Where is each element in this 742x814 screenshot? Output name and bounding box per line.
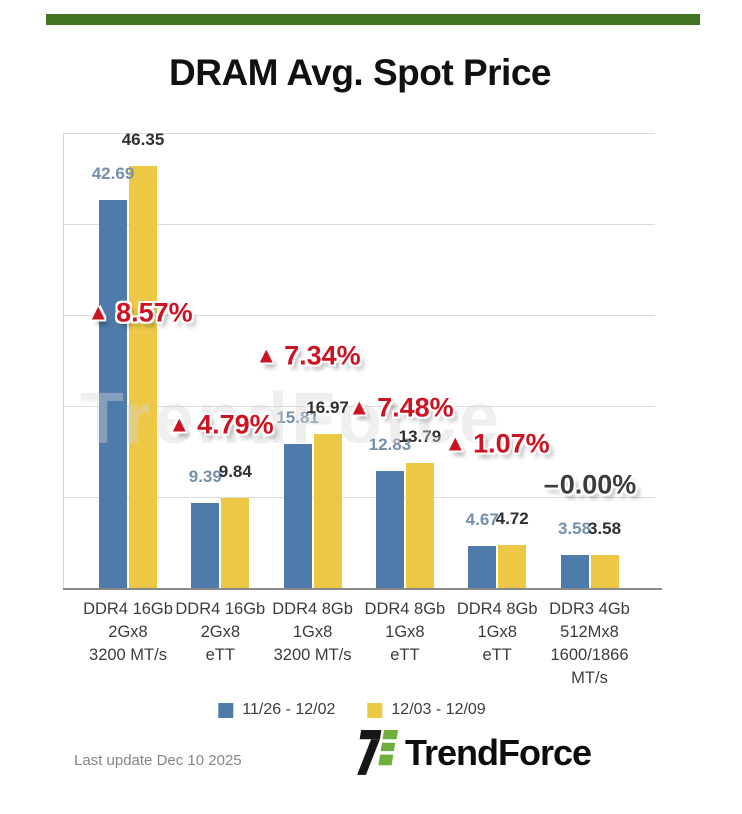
bar-value-label: 4.72	[495, 509, 529, 529]
x-axis-label: DDR4 8Gb 1Gx8 eTT	[441, 598, 553, 667]
bar-s2-g2	[221, 498, 250, 588]
x-axis-label-line: 1Gx8	[477, 623, 517, 641]
up-triangle-icon: ▲	[348, 394, 371, 420]
x-axis-label-line: 1Gx8	[292, 623, 333, 641]
up-triangle-icon: ▲	[87, 299, 110, 325]
x-axis-label-line: DDR4 8Gb	[364, 600, 446, 618]
bar-value-label: 12.83	[368, 435, 412, 455]
bar-s2-g3	[313, 433, 342, 588]
x-axis-label-line: DDR4 8Gb	[456, 600, 538, 618]
bar-value-label: 4.67	[465, 509, 499, 529]
legend-label-period1: 11/26 - 12/02	[242, 701, 336, 718]
bar-value-label: 3.58	[557, 519, 592, 539]
up-triangle-icon: ▲	[255, 342, 278, 368]
x-axis-label-line: eTT	[482, 646, 512, 664]
bar-s1-g3	[283, 444, 312, 588]
x-axis-label-line: 3200 MT/s	[89, 646, 167, 664]
x-axis-label-line: 1600/1866	[550, 646, 629, 664]
trendforce-logo-text: TrendForce	[405, 732, 592, 773]
change-percent: 1.07%	[473, 428, 550, 459]
legend-swatch-blue	[218, 702, 234, 718]
bar-value-label: 15.81	[276, 408, 319, 428]
flat-dash-icon: –	[543, 469, 559, 500]
bar-value-label: 42.69	[91, 163, 135, 183]
gridline	[63, 133, 655, 134]
change-percent: 7.48%	[377, 392, 454, 423]
x-axis-label-line: 3200 MT/s	[273, 646, 352, 664]
up-triangle-icon: ▲	[444, 430, 467, 456]
gridline	[63, 497, 655, 498]
bar-s1-g4	[375, 471, 404, 588]
x-axis-label: DDR4 8Gb 1Gx8 eTT	[349, 598, 461, 667]
legend-swatch-yellow	[367, 702, 383, 718]
change-percent: 4.79%	[197, 409, 274, 440]
trendforce-logo-icon	[357, 730, 399, 775]
bar-s2-g4	[405, 462, 434, 588]
bar-s2-g5	[498, 545, 527, 588]
gridline	[63, 315, 655, 316]
bar-s2-g1	[129, 166, 157, 588]
page-title: DRAM Avg. Spot Price	[169, 52, 551, 93]
x-axis-label-line: DDR4 16Gb	[175, 600, 266, 618]
x-axis-label-line: eTT	[390, 646, 420, 664]
change-annotation: ▲ 7.48%	[348, 393, 453, 424]
x-axis-label: DDR4 16Gb 2Gx8 3200 MT/s	[72, 598, 184, 667]
x-axis-label-line: DDR4 8Gb	[272, 600, 353, 618]
x-axis-label-line: 1Gx8	[385, 623, 425, 641]
up-triangle-icon: ▲	[168, 411, 191, 437]
bar-value-label: 46.35	[121, 130, 165, 150]
gridline	[63, 406, 655, 407]
bar-s2-g6	[590, 555, 619, 588]
gridline	[63, 224, 655, 225]
x-axis-label-line: 2Gx8	[200, 623, 241, 641]
x-axis-label-line: 512Mx8	[560, 623, 619, 641]
change-percent: 8.57%	[116, 297, 193, 328]
x-axis-label: DDR4 8Gb 1Gx8 3200 MT/s	[257, 598, 369, 667]
x-axis-label-line: 2Gx8	[108, 623, 148, 641]
change-annotation: ▲ 7.34%	[255, 341, 360, 372]
bar-s1-g2	[191, 502, 220, 588]
bar-s1-g1	[99, 199, 127, 588]
bar-value-label: 13.79	[398, 426, 442, 446]
x-axis-label-line: MT/s	[571, 669, 608, 687]
change-annotation: ▲ 4.79%	[168, 410, 273, 441]
legend-item-period1: 11/26 - 12/02	[218, 701, 335, 719]
top-accent-bar	[46, 14, 700, 25]
x-axis-line	[63, 588, 662, 590]
bar-value-label: 9.39	[188, 466, 222, 486]
x-axis-label-line: DDR3 4Gb	[549, 600, 630, 618]
bar-value-label: 9.84	[218, 462, 252, 482]
change-annotation: ▲ 1.07%	[444, 429, 549, 460]
bar-value-label: 16.97	[306, 397, 349, 417]
x-axis-label-line: DDR4 16Gb	[83, 600, 173, 618]
last-update-text: Last update Dec 10 2025	[74, 752, 242, 769]
change-percent: 0.00%	[559, 469, 637, 500]
bar-s1-g5	[468, 545, 497, 588]
change-percent: 7.34%	[284, 340, 361, 371]
change-annotation: ▲ 8.57%	[87, 298, 192, 329]
x-axis-label-line: eTT	[205, 646, 235, 664]
change-annotation: –0.00%	[544, 470, 637, 501]
chart-legend: 11/26 - 12/02 12/03 - 12/09	[218, 701, 486, 719]
x-axis-label: DDR4 16Gb 2Gx8 eTT	[164, 598, 276, 667]
bar-value-label: 3.58	[587, 519, 622, 539]
bar-s1-g6	[560, 555, 589, 588]
y-axis-line	[63, 133, 64, 588]
legend-label-period2: 12/03 - 12/09	[391, 701, 486, 718]
legend-item-period2: 12/03 - 12/09	[367, 701, 486, 719]
x-axis-label: DDR3 4Gb 512Mx8 1600/1866 MT/s	[534, 598, 646, 690]
